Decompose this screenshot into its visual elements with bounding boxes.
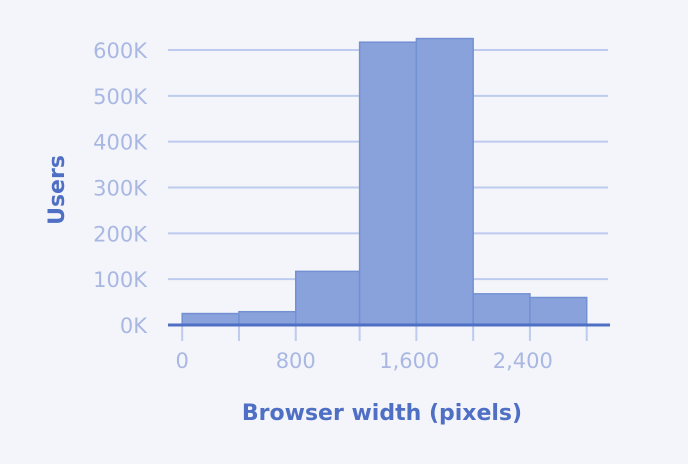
x-axis-tick-labels: 0 800 1,600 2,400 [176,349,553,373]
histogram-bars [181,37,588,326]
y-tick-label: 600K [93,39,148,63]
x-tick-label: 0 [176,349,189,373]
x-tick-label: 1,600 [379,349,439,373]
x-axis-ticks [181,325,588,341]
y-tick-label: 400K [93,131,148,155]
histogram-bar [238,310,297,326]
y-tick-label: 0K [120,314,148,338]
histogram-bar [472,293,531,326]
y-tick-label: 100K [93,268,148,292]
histogram-bar [294,270,361,326]
x-tick-label: 2,400 [493,349,553,373]
y-tick-label: 200K [93,222,148,246]
x-axis-title: Browser width (pixels) [242,401,522,426]
y-axis-tick-labels: 0K 100K 200K 300K 400K 500K 600K [93,39,148,338]
y-tick-label: 500K [93,85,148,109]
histogram-bar [415,37,474,326]
y-axis-title: Users [45,155,70,225]
histogram-bar [181,312,240,326]
y-tick-label: 300K [93,177,148,201]
x-tick-label: 800 [276,349,316,373]
histogram-bar [529,296,588,326]
histogram-bar [358,41,418,326]
